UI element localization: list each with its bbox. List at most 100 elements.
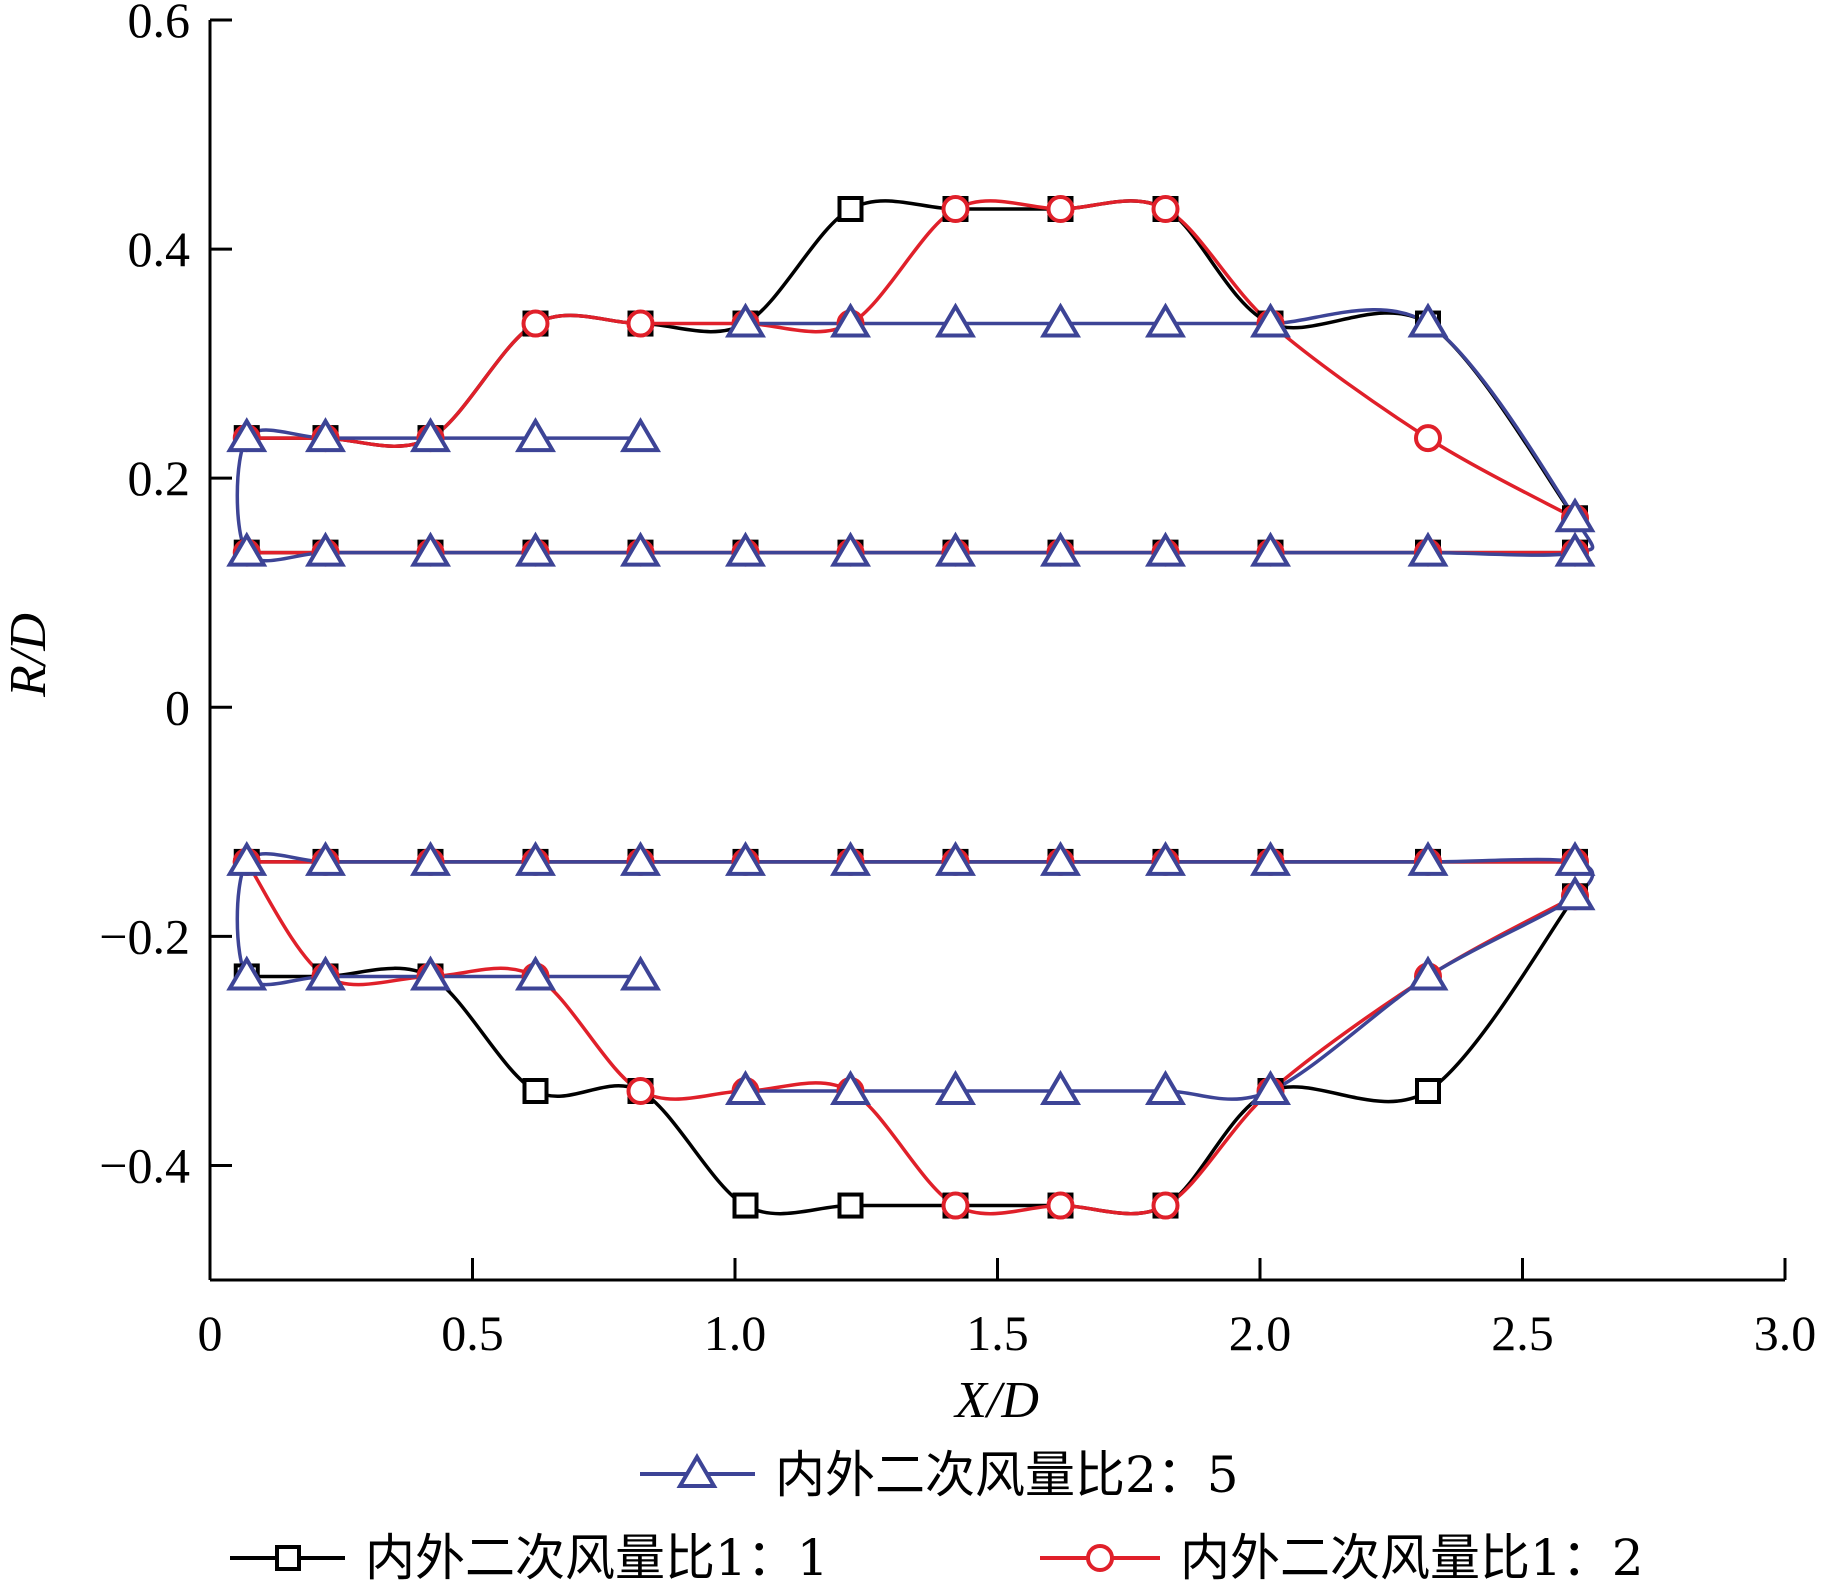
x-tick-label: 0 bbox=[198, 1305, 223, 1361]
data-point-triangle bbox=[515, 955, 556, 991]
data-point-circle bbox=[626, 1077, 655, 1105]
x-tick-label: 1.5 bbox=[966, 1305, 1029, 1361]
y-tick-label: 0.6 bbox=[128, 0, 191, 48]
legend-label-series-1: 内外二次风量比1：1 bbox=[365, 1529, 829, 1587]
data-point-triangle bbox=[620, 955, 661, 991]
data-point-triangle bbox=[1250, 840, 1291, 876]
data-point-triangle bbox=[305, 840, 346, 876]
axes: 0 0.5 1.0 1.5 2.0 2.5 3.0 0.6 0.4 0.2 0 −0.2 −0.4 X… bbox=[0, 0, 1816, 1429]
series-2-markers bbox=[232, 195, 1589, 1220]
data-point-triangle bbox=[1145, 531, 1186, 567]
data-point-circle bbox=[941, 195, 970, 223]
data-point-triangle bbox=[935, 1070, 976, 1105]
legend-item-series-2: 内外二次风量比1：2 bbox=[1040, 1529, 1644, 1587]
data-point-triangle bbox=[830, 302, 871, 338]
data-point-triangle bbox=[1554, 531, 1596, 567]
data-point-triangle bbox=[410, 840, 451, 876]
data-point-triangle bbox=[830, 840, 871, 876]
legend-label-series-2: 内外二次风量比1：2 bbox=[1180, 1529, 1644, 1587]
data-point-square bbox=[522, 1078, 549, 1104]
data-point-circle bbox=[1046, 1191, 1075, 1220]
data-point-triangle bbox=[1554, 497, 1596, 533]
data-point-triangle bbox=[620, 840, 661, 876]
legend-item-series-3: 内外二次风量比2：5 bbox=[640, 1446, 1239, 1504]
x-tick-label: 0.5 bbox=[441, 1305, 504, 1361]
data-point-triangle bbox=[515, 840, 556, 876]
series-1-markers bbox=[233, 196, 1588, 1219]
data-point-circle bbox=[1151, 1191, 1180, 1220]
data-point-triangle bbox=[226, 531, 268, 567]
series-line bbox=[246, 895, 1577, 1216]
data-point-triangle bbox=[1250, 1070, 1291, 1105]
x-tick-label: 2.0 bbox=[1229, 1305, 1292, 1361]
data-point-triangle bbox=[620, 531, 661, 567]
series-layer bbox=[226, 195, 1596, 1220]
data-point-triangle bbox=[1250, 531, 1291, 567]
series-1 bbox=[246, 199, 1577, 1216]
data-point-triangle bbox=[305, 955, 346, 991]
data-point-circle bbox=[626, 309, 655, 338]
series-2 bbox=[245, 199, 1576, 1216]
legend-marker-triangle bbox=[676, 1453, 718, 1488]
data-point-triangle bbox=[1040, 840, 1081, 876]
y-tick-label: 0.2 bbox=[128, 450, 191, 506]
data-point-triangle bbox=[935, 840, 976, 876]
x-tick-label: 3.0 bbox=[1754, 1305, 1817, 1361]
x-axis-title: X/D bbox=[953, 1372, 1039, 1429]
data-point-triangle bbox=[1040, 1070, 1081, 1105]
data-point-triangle bbox=[515, 417, 556, 453]
x-tick-label: 2.5 bbox=[1491, 1305, 1554, 1361]
data-point-triangle bbox=[1407, 531, 1449, 567]
y-tick-label: −0.4 bbox=[99, 1137, 190, 1193]
data-point-triangle bbox=[1554, 840, 1596, 876]
series-line bbox=[245, 860, 1576, 1216]
data-point-triangle bbox=[830, 531, 871, 567]
series-3-markers bbox=[226, 302, 1596, 1105]
data-point-triangle bbox=[1145, 1070, 1186, 1105]
data-point-triangle bbox=[1040, 302, 1081, 338]
x-tick-label: 1.0 bbox=[704, 1305, 767, 1361]
legend: 内外二次风量比2：5 内外二次风量比1：1 内外二次风量比1：2 bbox=[230, 1446, 1644, 1587]
data-point-triangle bbox=[226, 417, 268, 453]
data-point-triangle bbox=[410, 955, 451, 991]
legend-marker-circle bbox=[1086, 1544, 1114, 1572]
y-ticks: 0.6 0.4 0.2 0 −0.2 −0.4 bbox=[99, 0, 232, 1193]
data-point-triangle bbox=[1407, 840, 1449, 876]
data-point-triangle bbox=[725, 302, 766, 338]
data-point-triangle bbox=[1040, 531, 1081, 567]
legend-label-series-3: 内外二次风量比2：5 bbox=[775, 1446, 1239, 1504]
data-point-triangle bbox=[620, 417, 661, 453]
data-point-triangle bbox=[410, 417, 451, 453]
data-point-triangle bbox=[1145, 840, 1186, 876]
data-point-triangle bbox=[1407, 302, 1449, 338]
data-point-triangle bbox=[725, 1070, 766, 1105]
data-point-triangle bbox=[515, 531, 556, 567]
data-point-triangle bbox=[830, 1070, 871, 1105]
data-point-triangle bbox=[1250, 302, 1291, 338]
data-point-circle bbox=[941, 1191, 970, 1220]
data-point-square bbox=[1415, 1078, 1441, 1104]
data-point-triangle bbox=[305, 417, 346, 453]
data-point-triangle bbox=[1145, 302, 1186, 338]
data-point-triangle bbox=[305, 531, 346, 567]
data-point-triangle bbox=[935, 302, 976, 338]
data-point-circle bbox=[1414, 424, 1442, 453]
series-line bbox=[246, 199, 1576, 520]
data-point-triangle bbox=[1554, 875, 1596, 911]
data-point-triangle bbox=[1407, 955, 1449, 991]
data-point-square bbox=[837, 1192, 864, 1219]
data-point-square bbox=[837, 196, 864, 222]
data-point-triangle bbox=[226, 840, 268, 876]
legend-marker-square bbox=[275, 1545, 301, 1571]
data-point-triangle bbox=[725, 840, 766, 876]
y-tick-label: 0.4 bbox=[128, 221, 191, 277]
x-ticks: 0 0.5 1.0 1.5 2.0 2.5 3.0 bbox=[198, 1258, 1817, 1361]
y-tick-label: 0 bbox=[165, 679, 190, 735]
data-point-circle bbox=[521, 309, 550, 338]
data-point-circle bbox=[1046, 195, 1075, 223]
data-point-triangle bbox=[935, 531, 976, 567]
data-point-triangle bbox=[226, 955, 268, 991]
data-point-triangle bbox=[725, 531, 766, 567]
legend-item-series-1: 内外二次风量比1：1 bbox=[230, 1529, 829, 1587]
